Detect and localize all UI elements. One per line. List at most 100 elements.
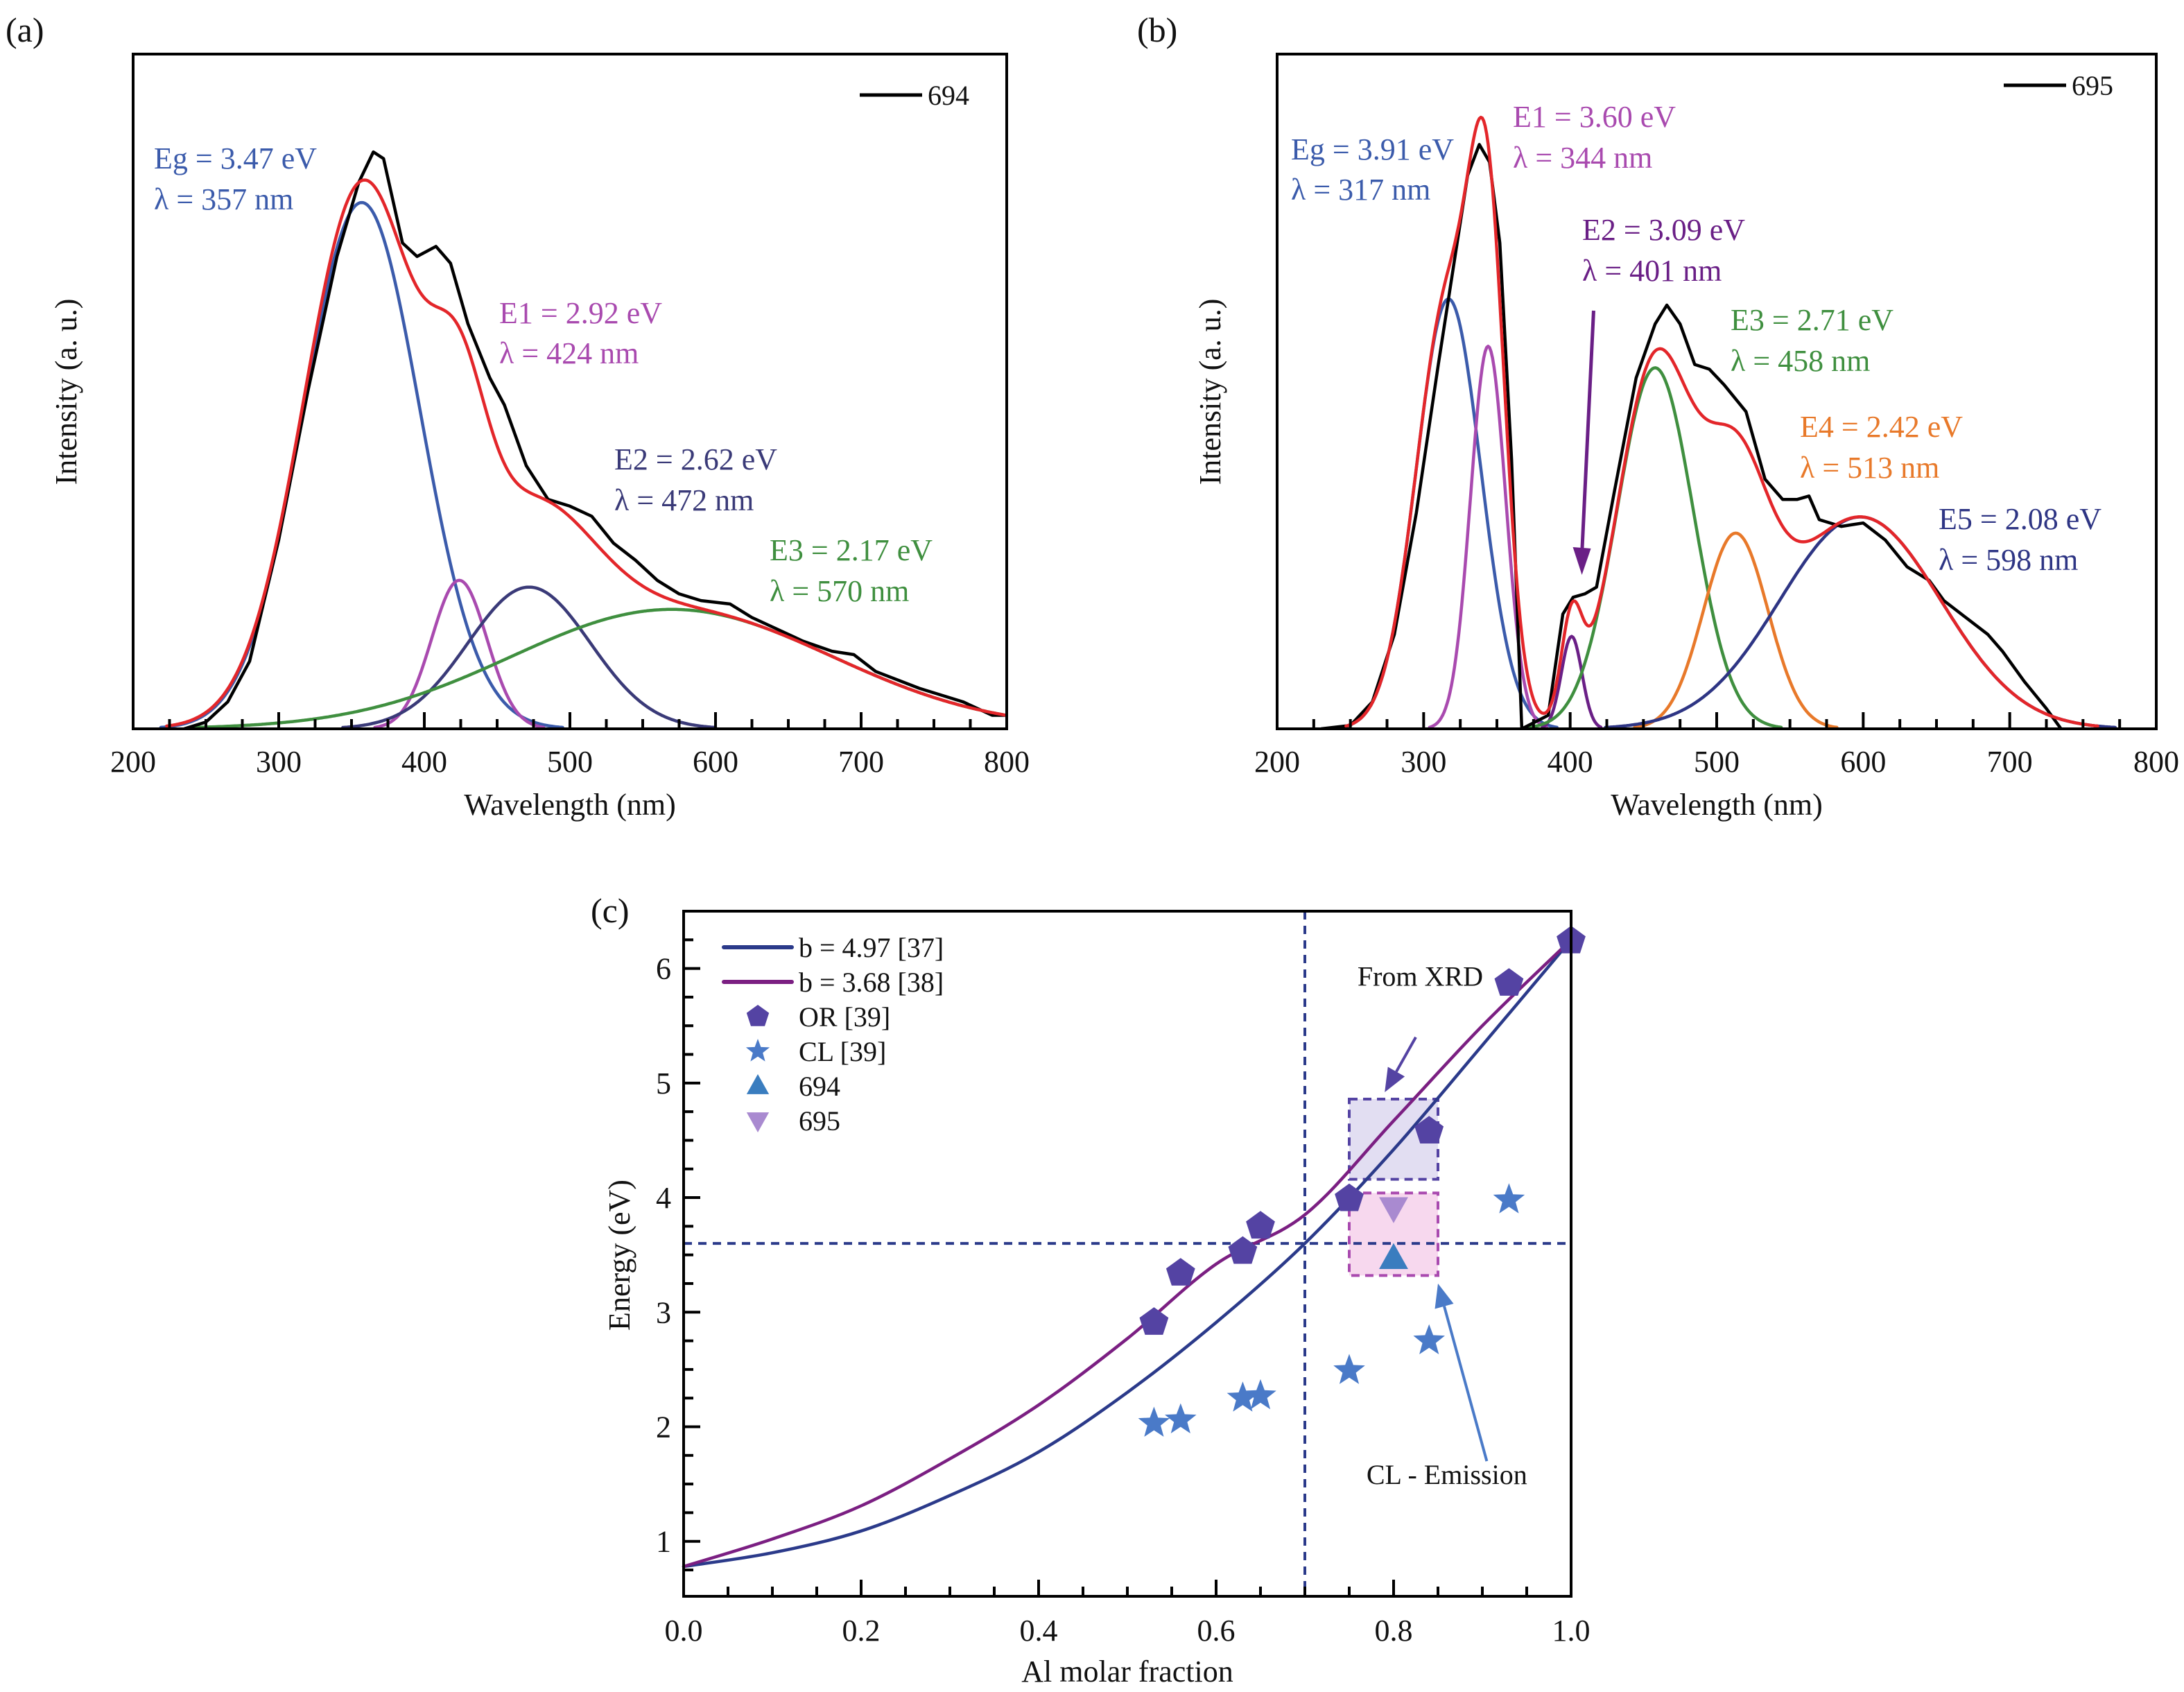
bowing-curve-b-4-97-37 — [682, 938, 1573, 1569]
label-e2-wavelength: λ = 401 nm — [1582, 254, 1722, 288]
component-e2-curve — [1541, 634, 1603, 729]
label-e3-energy: E3 = 2.17 eV — [770, 533, 933, 567]
arrow-head-icon — [1572, 546, 1591, 575]
legend-label-695: 695 — [2072, 70, 2113, 101]
y-tick-label: 4 — [656, 1181, 671, 1215]
panel-c-x-axis-label: Al molar fraction — [1021, 1655, 1233, 1689]
x-tick-label: 500 — [1694, 745, 1740, 779]
x-tick-label: 400 — [1548, 745, 1593, 779]
component-e1-curve — [1428, 345, 1549, 729]
component-e4-curve — [1633, 531, 1839, 729]
panel-b-plot-area — [1321, 115, 2117, 729]
experimental-spectrum-694 — [183, 150, 1007, 729]
label-e1-energy: E1 = 3.60 eV — [1513, 100, 1676, 134]
legend-label-or-39: OR [39] — [799, 1001, 890, 1033]
data-point-or-39 — [1335, 1183, 1364, 1211]
legend-label-695: 695 — [799, 1105, 840, 1137]
y-tick-label: 2 — [656, 1410, 671, 1444]
legend-marker-triangle-down-icon — [746, 1112, 770, 1132]
x-tick-label: 0.0 — [665, 1614, 703, 1648]
data-point-695 — [1379, 1197, 1408, 1223]
panel-a-peak-labels: Eg = 3.47 eV λ = 357 nm E1 = 2.92 eV λ =… — [154, 141, 933, 608]
data-point-or-39 — [1139, 1307, 1169, 1335]
panel-a-y-axis-label: Intensity (a. u.) — [49, 299, 83, 485]
component-e1-curve — [373, 578, 546, 729]
label-e2-wavelength: λ = 472 nm — [614, 483, 754, 517]
x-tick-label: 700 — [1987, 745, 2033, 779]
panel-label-a: (a) — [6, 10, 44, 49]
annotation-arrow-shaft — [1395, 1036, 1417, 1073]
cumulative-fit-curve — [1344, 115, 2099, 728]
label-eg-wavelength: λ = 317 nm — [1291, 173, 1430, 207]
label-eg-energy: Eg = 3.91 eV — [1291, 132, 1454, 166]
panel-b-legend: 695 — [2004, 70, 2113, 101]
legend-marker-pentagon-icon — [746, 1005, 770, 1026]
panel-b-x-axis: 200 300 400 500 600 700 800 — [1254, 712, 2179, 779]
panel-c-axes: 0.0 0.2 0.4 0.6 0.8 1.0 1 2 3 4 5 6 — [656, 910, 1591, 1648]
x-tick-label: 800 — [984, 745, 1030, 779]
data-point-cl-39 — [1245, 1379, 1276, 1410]
label-e3-energy: E3 = 2.71 eV — [1731, 303, 1893, 337]
x-tick-label: 200 — [1254, 745, 1300, 779]
data-point-or-39 — [1228, 1236, 1258, 1264]
x-tick-label: 600 — [693, 745, 738, 779]
panel-c-legend: b = 4.97 [37] b = 3.68 [38]OR [39]CL [39]… — [722, 932, 944, 1137]
legend-label-694: 694 — [928, 80, 969, 111]
annotation-cl-emission: CL - Emission — [1367, 1459, 1527, 1490]
x-tick-label: 0.8 — [1375, 1614, 1413, 1648]
annotation-arrow-head-icon — [1385, 1067, 1405, 1093]
legend-label-cl-39: CL [39] — [799, 1036, 886, 1067]
label-e3-wavelength: λ = 570 nm — [770, 574, 909, 608]
x-tick-label: 700 — [838, 745, 884, 779]
label-e5-wavelength: λ = 598 nm — [1939, 543, 2078, 577]
panel-a-x-axis: 200 300 400 500 600 700 800 — [110, 712, 1030, 779]
label-e5-energy: E5 = 2.08 eV — [1939, 502, 2101, 536]
arrow-shaft — [1580, 310, 1595, 555]
label-e4-wavelength: λ = 513 nm — [1800, 451, 1939, 485]
x-tick-label: 0.6 — [1197, 1614, 1236, 1648]
data-point-cl-39 — [1333, 1354, 1365, 1384]
label-e2-energy: E2 = 2.62 eV — [614, 442, 777, 476]
panel-label-c: (c) — [591, 891, 630, 930]
label-e2-energy: E2 = 3.09 eV — [1582, 213, 1745, 247]
x-tick-label: 300 — [1401, 745, 1446, 779]
cumulative-fit-curve — [165, 178, 1007, 728]
x-tick-label: 0.2 — [842, 1614, 881, 1648]
label-e1-wavelength: λ = 424 nm — [499, 336, 639, 370]
panel-b-e2-arrow — [1572, 310, 1595, 575]
panel-a-legend: 694 — [860, 80, 969, 111]
panel-c-energy-vs-al: (c) 0.0 0.2 0.4 0.6 0.8 1.0 1 2 3 4 5 6 Al molar fr… — [591, 891, 1591, 1689]
annotation-from-xrd: From XRD — [1358, 960, 1483, 992]
y-tick-label: 3 — [656, 1295, 671, 1329]
label-e3-wavelength: λ = 458 nm — [1731, 344, 1870, 378]
label-e1-wavelength: λ = 344 nm — [1513, 141, 1652, 175]
x-tick-label: 200 — [110, 745, 156, 779]
y-tick-label: 1 — [656, 1525, 671, 1559]
panel-b-x-axis-label: Wavelength (nm) — [1611, 788, 1823, 822]
panel-a-plot-area — [159, 150, 1007, 729]
x-tick-label: 500 — [547, 745, 593, 779]
panel-b-peak-labels: Eg = 3.91 eV λ = 317 nm E1 = 3.60 eV λ =… — [1291, 100, 2101, 577]
data-point-or-39 — [1165, 1258, 1195, 1286]
label-e1-energy: E1 = 2.92 eV — [499, 296, 662, 330]
label-eg-wavelength: λ = 357 nm — [154, 182, 293, 216]
data-point-cl-39 — [1493, 1183, 1525, 1214]
panel-label-b: (b) — [1137, 10, 1177, 49]
data-point-cl-39 — [1413, 1324, 1445, 1354]
x-tick-label: 400 — [401, 745, 447, 779]
component-e3-curve — [191, 607, 1007, 729]
panel-b-y-axis-label: Intensity (a. u.) — [1193, 299, 1227, 485]
data-point-cl-39 — [1227, 1381, 1259, 1412]
annotation-arrow-shaft — [1443, 1306, 1489, 1462]
panel-c-y-axis-label: Energy (eV) — [603, 1180, 636, 1331]
data-point-or-39 — [1246, 1211, 1275, 1239]
x-tick-label: 0.4 — [1020, 1614, 1058, 1648]
panel-a-spectrum: (a) 200 300 400 500 600 700 800 Wavelength (nm… — [6, 10, 1030, 822]
annotation-arrow-head-icon — [1435, 1283, 1454, 1309]
legend-marker-triangle-up-icon — [746, 1074, 770, 1094]
panel-b-spectrum: (b) 200 300 400 500 600 700 800 Wavelength (nm… — [1137, 10, 2179, 822]
data-point-cl-39 — [1138, 1406, 1170, 1437]
legend-marker-star-icon — [745, 1039, 770, 1062]
panel-a-x-axis-label: Wavelength (nm) — [464, 788, 676, 822]
data-point-694 — [1379, 1243, 1408, 1270]
